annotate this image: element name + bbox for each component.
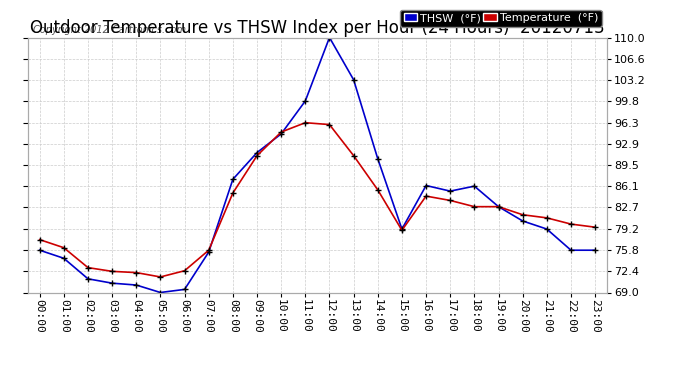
Legend: THSW  (°F), Temperature  (°F): THSW (°F), Temperature (°F): [400, 10, 602, 27]
Title: Outdoor Temperature vs THSW Index per Hour (24 Hours)  20120713: Outdoor Temperature vs THSW Index per Ho…: [30, 20, 604, 38]
Text: Copyright 2012 Cartronics.com: Copyright 2012 Cartronics.com: [33, 25, 186, 35]
